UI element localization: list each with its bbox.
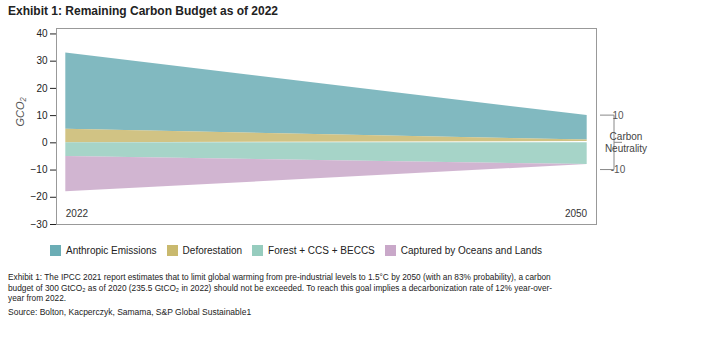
svg-text:−10: −10 bbox=[31, 164, 48, 175]
html-text:Deforestation: Deforestation bbox=[182, 245, 243, 256]
svg-text:0: 0 bbox=[42, 137, 48, 148]
svg-text:30: 30 bbox=[36, 55, 48, 66]
svg-text:10: 10 bbox=[612, 110, 624, 121]
html-text:Forest + CCS + BECCS: Forest + CCS + BECCS bbox=[268, 245, 375, 256]
svg-text:CarbonNeutrality: CarbonNeutrality bbox=[605, 131, 647, 154]
svg-text:GCO₂: GCO₂ bbox=[14, 96, 26, 126]
html-text:Exhibit 1: The IPCC 2021 repor: Exhibit 1: The IPCC 2021 report estimate… bbox=[8, 272, 551, 282]
svg-text:2050: 2050 bbox=[565, 208, 588, 219]
svg-text:−30: −30 bbox=[31, 219, 48, 230]
svg-text:-10: -10 bbox=[611, 164, 626, 175]
html-text:Exhibit 1: Remaining Carbon Bu: Exhibit 1: Remaining Carbon Budget as of… bbox=[8, 4, 278, 18]
html-text:Anthropic Emissions: Anthropic Emissions bbox=[66, 245, 157, 256]
svg-text:−20: −20 bbox=[31, 191, 48, 202]
svg-text:2022: 2022 bbox=[66, 208, 89, 219]
html-text:budget of 300 GtCO₂ as of 2020: budget of 300 GtCO₂ as of 2020 (235.5 Gt… bbox=[8, 282, 553, 293]
svg-text:40: 40 bbox=[36, 28, 48, 39]
html-text:Source: Bolton, Kacperczyk, Sa: Source: Bolton, Kacperczyk, Samama, S&P … bbox=[8, 306, 252, 317]
svg-text:10: 10 bbox=[36, 110, 48, 121]
svg-text:20: 20 bbox=[36, 83, 48, 94]
html-text:year from 2022.: year from 2022. bbox=[8, 293, 67, 303]
html-text:Captured by Oceans and Lands: Captured by Oceans and Lands bbox=[400, 245, 542, 256]
